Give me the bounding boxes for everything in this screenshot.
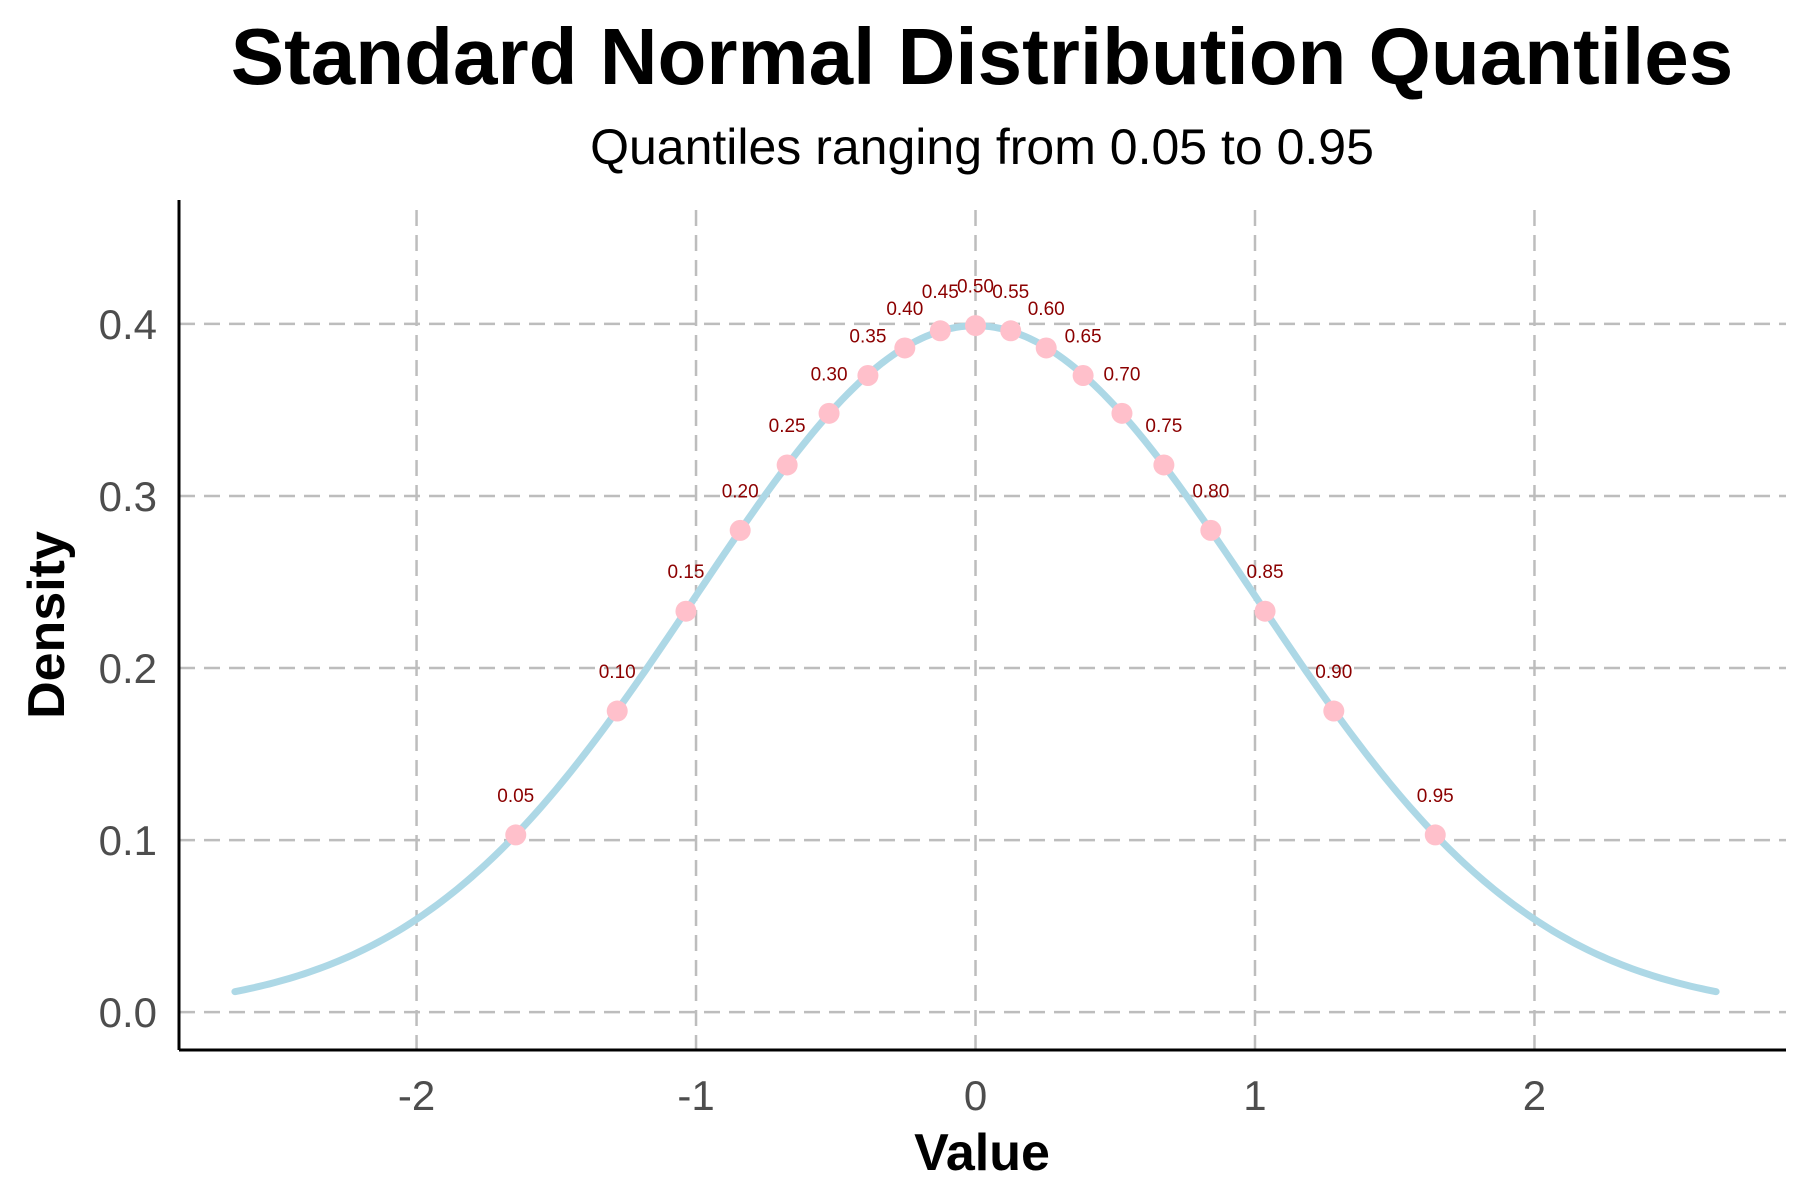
quantile-point-0-95 <box>1424 824 1446 846</box>
x-tick-labels: -2 -1 0 1 2 <box>398 1072 1546 1119</box>
x-tick-label: 1 <box>1243 1072 1266 1119</box>
y-tick-label: 0.4 <box>99 301 157 348</box>
quantile-label-0-55: 0.55 <box>992 282 1029 303</box>
x-tick-label: 0 <box>964 1072 987 1119</box>
quantile-point-0-35 <box>857 365 879 387</box>
quantile-label-0-90: 0.90 <box>1315 662 1352 683</box>
quantile-label-0-05: 0.05 <box>497 786 534 807</box>
quantile-label-0-15: 0.15 <box>667 562 704 583</box>
quantile-label-0-25: 0.25 <box>769 416 806 437</box>
quantile-point-0-45 <box>929 320 951 342</box>
x-axis-title: Value <box>914 1124 1050 1182</box>
quantile-point-0-55 <box>1000 320 1022 342</box>
quantile-label-0-35: 0.35 <box>849 327 886 348</box>
quantile-point-0-50 <box>965 315 987 337</box>
quantile-label-0-65: 0.65 <box>1065 327 1102 348</box>
x-tick-label: -1 <box>677 1072 714 1119</box>
quantile-label-0-30: 0.30 <box>811 364 848 385</box>
quantile-label-0-45: 0.45 <box>922 282 959 303</box>
quantile-point-0-25 <box>776 454 798 476</box>
quantile-point-0-75 <box>1153 454 1175 476</box>
quantile-point-0-85 <box>1254 600 1276 622</box>
y-tick-labels: 0.0 0.1 0.2 0.3 0.4 <box>99 301 157 1036</box>
quantile-point-0-20 <box>729 519 751 541</box>
y-tick-label: 0.1 <box>99 817 157 864</box>
quantile-label-0-85: 0.85 <box>1247 562 1284 583</box>
quantile-label-0-70: 0.70 <box>1103 364 1140 385</box>
chart-title: Standard Normal Distribution Quantiles <box>231 12 1733 101</box>
chart-subtitle: Quantiles ranging from 0.05 to 0.95 <box>590 119 1374 175</box>
y-tick-label: 0.3 <box>99 473 157 520</box>
quantile-point-0-60 <box>1035 337 1057 359</box>
quantile-label-0-50: 0.50 <box>957 277 994 298</box>
quantile-labels: 0.05 0.10 0.15 0.20 0.25 0.300.350.400.450.50… <box>497 277 1453 807</box>
y-tick-label: 0.2 <box>99 645 157 692</box>
quantile-point-0-05 <box>505 824 527 846</box>
quantile-label-0-75: 0.75 <box>1145 416 1182 437</box>
y-axis-title: Density <box>18 531 76 719</box>
quantile-point-0-30 <box>818 402 840 424</box>
quantile-point-0-15 <box>675 600 697 622</box>
x-tick-label: 2 <box>1523 1072 1546 1119</box>
quantile-label-0-10: 0.10 <box>599 662 636 683</box>
quantile-point-0-10 <box>606 700 628 722</box>
quantile-label-0-95: 0.95 <box>1417 786 1454 807</box>
quantile-point-0-80 <box>1200 519 1222 541</box>
quantile-points <box>505 315 1446 846</box>
quantile-label-0-20: 0.20 <box>722 481 759 502</box>
x-tick-label: -2 <box>398 1072 435 1119</box>
quantile-point-0-90 <box>1323 700 1345 722</box>
y-tick-label: 0.0 <box>99 989 157 1036</box>
quantile-label-0-80: 0.80 <box>1192 481 1229 502</box>
quantile-point-0-40 <box>894 337 916 359</box>
quantile-point-0-70 <box>1111 402 1133 424</box>
quantile-point-0-65 <box>1072 365 1094 387</box>
quantile-label-0-40: 0.40 <box>886 299 923 320</box>
quantile-label-0-60: 0.60 <box>1028 299 1065 320</box>
